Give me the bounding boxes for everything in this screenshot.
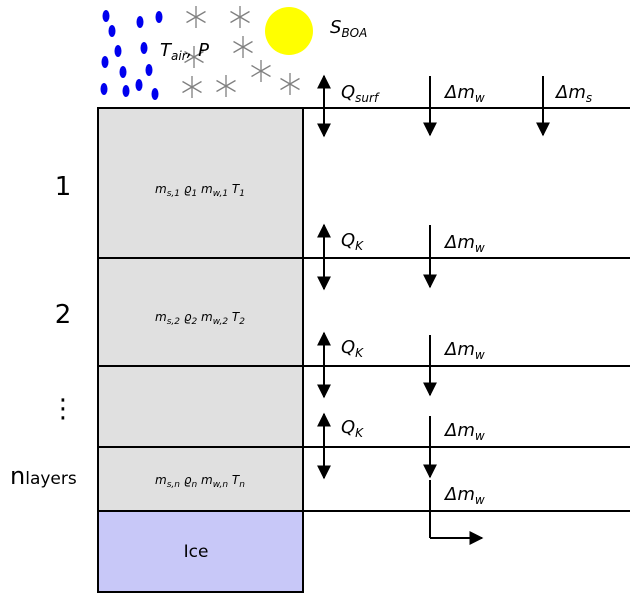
- snowflake-icon: [216, 75, 236, 97]
- rain-drops: [100, 10, 163, 100]
- outflow-water-flux-label: Δmw: [443, 484, 485, 507]
- water-flux-label-2: Δmw: [443, 339, 485, 362]
- sun-icon: [265, 7, 313, 55]
- layer-2-contents: ms,2 ϱ2 mw,2 T2: [155, 310, 245, 327]
- snow-layer-n: [97, 446, 304, 512]
- interface-lines: [303, 107, 630, 512]
- snowflake-icon: [233, 36, 253, 58]
- surface-heat-flux-label: Qsurf: [341, 82, 380, 105]
- air-temperature-pressure-label: Tair, P: [160, 40, 209, 63]
- layer-n-contents: ms,n ϱn mw,n Tn: [155, 473, 245, 490]
- snowflake-icon: [251, 60, 271, 82]
- water-flux-label-3: Δmw: [443, 420, 485, 443]
- ice-label: Ice: [184, 542, 209, 562]
- snow-layer-intermediate: [97, 365, 304, 448]
- layer-number-2: 2: [55, 300, 72, 330]
- layer-1-contents: ms,1 ϱ1 mw,1 T1: [155, 182, 245, 199]
- ice-layer: [97, 510, 304, 593]
- snowflake-icon: [230, 6, 250, 28]
- radiation-label: SBOA: [330, 17, 367, 40]
- snowflake-icon: [280, 73, 300, 95]
- snowflake-icon: [184, 46, 204, 68]
- layer-number-ellipsis: ⋮: [50, 394, 76, 424]
- conductive-flux-label-2: QK: [341, 337, 364, 360]
- snow-layer-2: [97, 257, 304, 367]
- surface-snow-flux-label: Δms: [554, 82, 592, 105]
- n-layers-label: nlayers: [10, 462, 77, 490]
- water-flux-label-1: Δmw: [443, 232, 485, 255]
- layer-number-1: 1: [55, 172, 72, 202]
- snowflake-icon: [186, 6, 206, 28]
- snowflake-icon: [182, 76, 202, 98]
- snowflakes: [182, 6, 300, 98]
- snow-layer-1: [97, 107, 304, 259]
- surface-water-flux-label: Δmw: [443, 82, 485, 105]
- flux-arrows: [317, 74, 550, 545]
- conductive-flux-label-3: QK: [341, 417, 364, 440]
- conductive-flux-label-1: QK: [341, 230, 364, 253]
